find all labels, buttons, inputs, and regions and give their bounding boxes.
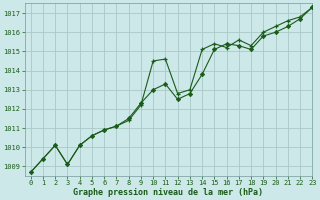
X-axis label: Graphe pression niveau de la mer (hPa): Graphe pression niveau de la mer (hPa) <box>74 188 263 197</box>
